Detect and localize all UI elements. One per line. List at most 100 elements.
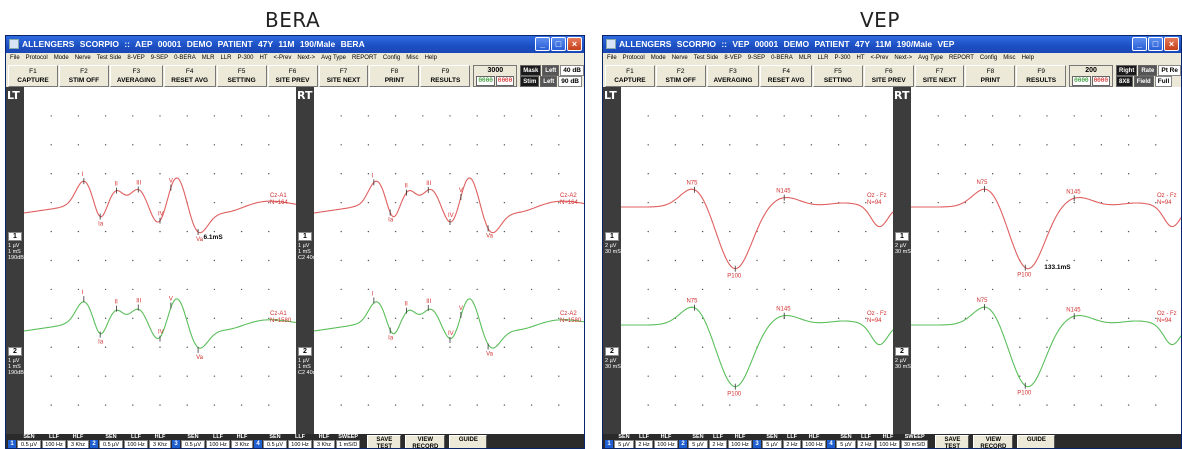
menu-item[interactable]: File: [607, 55, 617, 61]
channel-number[interactable]: 2: [298, 347, 312, 356]
setting-value[interactable]: 3 Khz: [313, 440, 335, 448]
fkey-site-next[interactable]: F7 SITE NEXT: [318, 65, 369, 87]
menu-item[interactable]: 0-BERA: [771, 55, 793, 61]
menu-item[interactable]: Next->: [297, 55, 316, 61]
channel-number[interactable]: 1: [895, 232, 909, 241]
setting-value[interactable]: 0.5 µV: [263, 440, 287, 448]
minimize-icon[interactable]: _: [535, 37, 550, 51]
setting-value[interactable]: 0.5 µV: [181, 440, 205, 448]
menu-item[interactable]: P-300: [237, 55, 254, 61]
menu-item[interactable]: 9-SEP: [747, 55, 766, 61]
fkey-setting[interactable]: F5 SETTING: [216, 65, 267, 87]
menu-item[interactable]: Config: [979, 55, 998, 61]
menu-item[interactable]: <-Prev: [870, 55, 889, 61]
fkey-averaging[interactable]: F3 AVERAGING: [109, 65, 163, 87]
menu-item[interactable]: Mode: [650, 55, 666, 61]
fkey-results[interactable]: F9 RESULTS: [1016, 65, 1067, 87]
channel-index[interactable]: 2: [90, 440, 98, 448]
view-record-button[interactable]: VIEW RECORD: [405, 435, 446, 448]
setting-value[interactable]: 2 Hz: [635, 440, 653, 448]
channel-number[interactable]: 2: [605, 347, 619, 356]
setting-value[interactable]: 5 µV: [614, 440, 634, 448]
setting-value[interactable]: 5 µV: [836, 440, 856, 448]
menu-item[interactable]: HT: [856, 55, 865, 61]
menu-item[interactable]: 0-BERA: [174, 55, 196, 61]
menu-item[interactable]: 8-VEP: [127, 55, 145, 61]
channel-index[interactable]: 1: [8, 440, 16, 448]
menu-item[interactable]: HT: [259, 55, 268, 61]
setting-value[interactable]: 2 Hz: [857, 440, 875, 448]
channel-index[interactable]: 3: [753, 440, 761, 448]
setting-value[interactable]: 100 Hz: [802, 440, 826, 448]
fkey-setting[interactable]: F5 SETTING: [813, 65, 863, 87]
save-test-button[interactable]: SAVE TEST: [367, 435, 402, 448]
menu-item[interactable]: Help: [1021, 55, 1034, 61]
menu-item[interactable]: Help: [424, 55, 437, 61]
setting-value[interactable]: 2 Hz: [783, 440, 801, 448]
fkey-averaging[interactable]: F3 AVERAGING: [706, 65, 760, 87]
fkey-site-prev[interactable]: F6 SITE PREV: [267, 65, 318, 87]
menu-item[interactable]: LLR: [817, 55, 829, 61]
setting-value[interactable]: 100 Hz: [728, 440, 752, 448]
menu-item[interactable]: Test Side: [96, 55, 122, 61]
setting-value[interactable]: 2 Hz: [709, 440, 727, 448]
menu-item[interactable]: LLR: [220, 55, 232, 61]
sweep-value[interactable]: 30 mS/D: [901, 440, 929, 448]
menu-item[interactable]: 9-SEP: [150, 55, 169, 61]
menu-item[interactable]: Nerve: [74, 55, 91, 61]
channel-number[interactable]: 2: [8, 347, 22, 356]
menu-item[interactable]: P-300: [834, 55, 851, 61]
fkey-capture[interactable]: F1 CAPTURE: [8, 65, 58, 87]
menu-item[interactable]: File: [10, 55, 20, 61]
fkey-print[interactable]: F8 PRINT: [965, 65, 1016, 87]
fkey-stim-off[interactable]: F2 STIM OFF: [655, 65, 706, 87]
setting-value[interactable]: 3 Khz: [149, 440, 171, 448]
guide-button[interactable]: GUIDE: [1017, 435, 1056, 448]
guide-button[interactable]: GUIDE: [449, 435, 488, 448]
menu-item[interactable]: Protocol: [25, 55, 48, 61]
setting-value[interactable]: 0.5 µV: [17, 440, 41, 448]
fkey-print[interactable]: F8 PRINT: [369, 65, 420, 87]
menu-item[interactable]: REPORT: [948, 55, 974, 61]
view-record-button[interactable]: VIEW RECORD: [973, 435, 1014, 448]
maximize-icon[interactable]: □: [1148, 37, 1163, 51]
channel-number[interactable]: 1: [298, 232, 312, 241]
channel-index[interactable]: 2: [679, 440, 687, 448]
fkey-reset-avg[interactable]: F4 RESET AVG: [163, 65, 216, 87]
close-icon[interactable]: ×: [567, 37, 582, 51]
menu-item[interactable]: Test Side: [693, 55, 719, 61]
fkey-stim-off[interactable]: F2 STIM OFF: [58, 65, 109, 87]
setting-value[interactable]: 100 Hz: [206, 440, 230, 448]
menu-item[interactable]: Misc: [406, 55, 419, 61]
fkey-results[interactable]: F9 RESULTS: [420, 65, 471, 87]
menu-item[interactable]: Config: [382, 55, 401, 61]
save-test-button[interactable]: SAVE TEST: [935, 435, 970, 448]
setting-value[interactable]: 3 Khz: [231, 440, 253, 448]
channel-number[interactable]: 1: [605, 232, 619, 241]
menu-item[interactable]: Misc: [1003, 55, 1016, 61]
channel-index[interactable]: 4: [827, 440, 835, 448]
menu-item[interactable]: REPORT: [351, 55, 377, 61]
setting-value[interactable]: 0.5 µV: [99, 440, 123, 448]
channel-number[interactable]: 2: [895, 347, 909, 356]
fkey-site-next[interactable]: F7 SITE NEXT: [914, 65, 965, 87]
menu-item[interactable]: Protocol: [622, 55, 645, 61]
menu-item[interactable]: MLR: [798, 55, 812, 61]
channel-index[interactable]: 1: [605, 440, 613, 448]
minimize-icon[interactable]: _: [1132, 37, 1147, 51]
setting-value[interactable]: 5 µV: [688, 440, 708, 448]
sweep-value[interactable]: 1 mS/D: [336, 440, 361, 448]
channel-index[interactable]: 4: [254, 440, 262, 448]
setting-value[interactable]: 100 Hz: [42, 440, 66, 448]
channel-index[interactable]: 3: [172, 440, 180, 448]
setting-value[interactable]: 5 µV: [762, 440, 782, 448]
setting-value[interactable]: 100 Hz: [124, 440, 148, 448]
setting-value[interactable]: 100 Hz: [654, 440, 678, 448]
setting-value[interactable]: 100 Hz: [288, 440, 312, 448]
menu-item[interactable]: Nerve: [671, 55, 688, 61]
setting-value[interactable]: 100 Hz: [876, 440, 900, 448]
menu-item[interactable]: Avg Type: [918, 55, 943, 61]
channel-number[interactable]: 1: [8, 232, 22, 241]
menu-item[interactable]: <-Prev: [273, 55, 292, 61]
fkey-reset-avg[interactable]: F4 RESET AVG: [760, 65, 813, 87]
